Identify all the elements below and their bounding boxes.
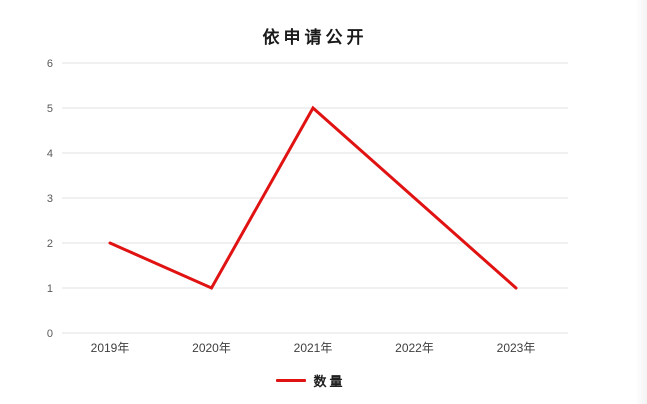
x-tick-label-2: 2021年 xyxy=(294,341,333,355)
y-tick-label-6: 6 xyxy=(47,58,53,70)
legend-series-label: 数量 xyxy=(313,373,346,389)
legend[interactable]: 数量 xyxy=(0,370,622,390)
legend-line-swatch xyxy=(276,378,307,382)
x-tick-label-1: 2020年 xyxy=(192,341,231,355)
x-tick-label-3: 2022年 xyxy=(395,341,434,355)
y-tick-label-2: 2 xyxy=(47,238,53,250)
chart-title: 依申请公开 xyxy=(262,28,368,47)
y-tick-label-0: 0 xyxy=(47,328,53,340)
y-tick-label-3: 3 xyxy=(47,193,53,205)
x-tick-label-4: 2023年 xyxy=(497,341,536,355)
y-tick-label-4: 4 xyxy=(47,148,53,160)
y-tick-label-1: 1 xyxy=(47,283,53,295)
x-tick-label-0: 2019年 xyxy=(91,341,130,355)
series-line-0[interactable] xyxy=(108,105,518,290)
y-tick-label-5: 5 xyxy=(47,103,53,115)
